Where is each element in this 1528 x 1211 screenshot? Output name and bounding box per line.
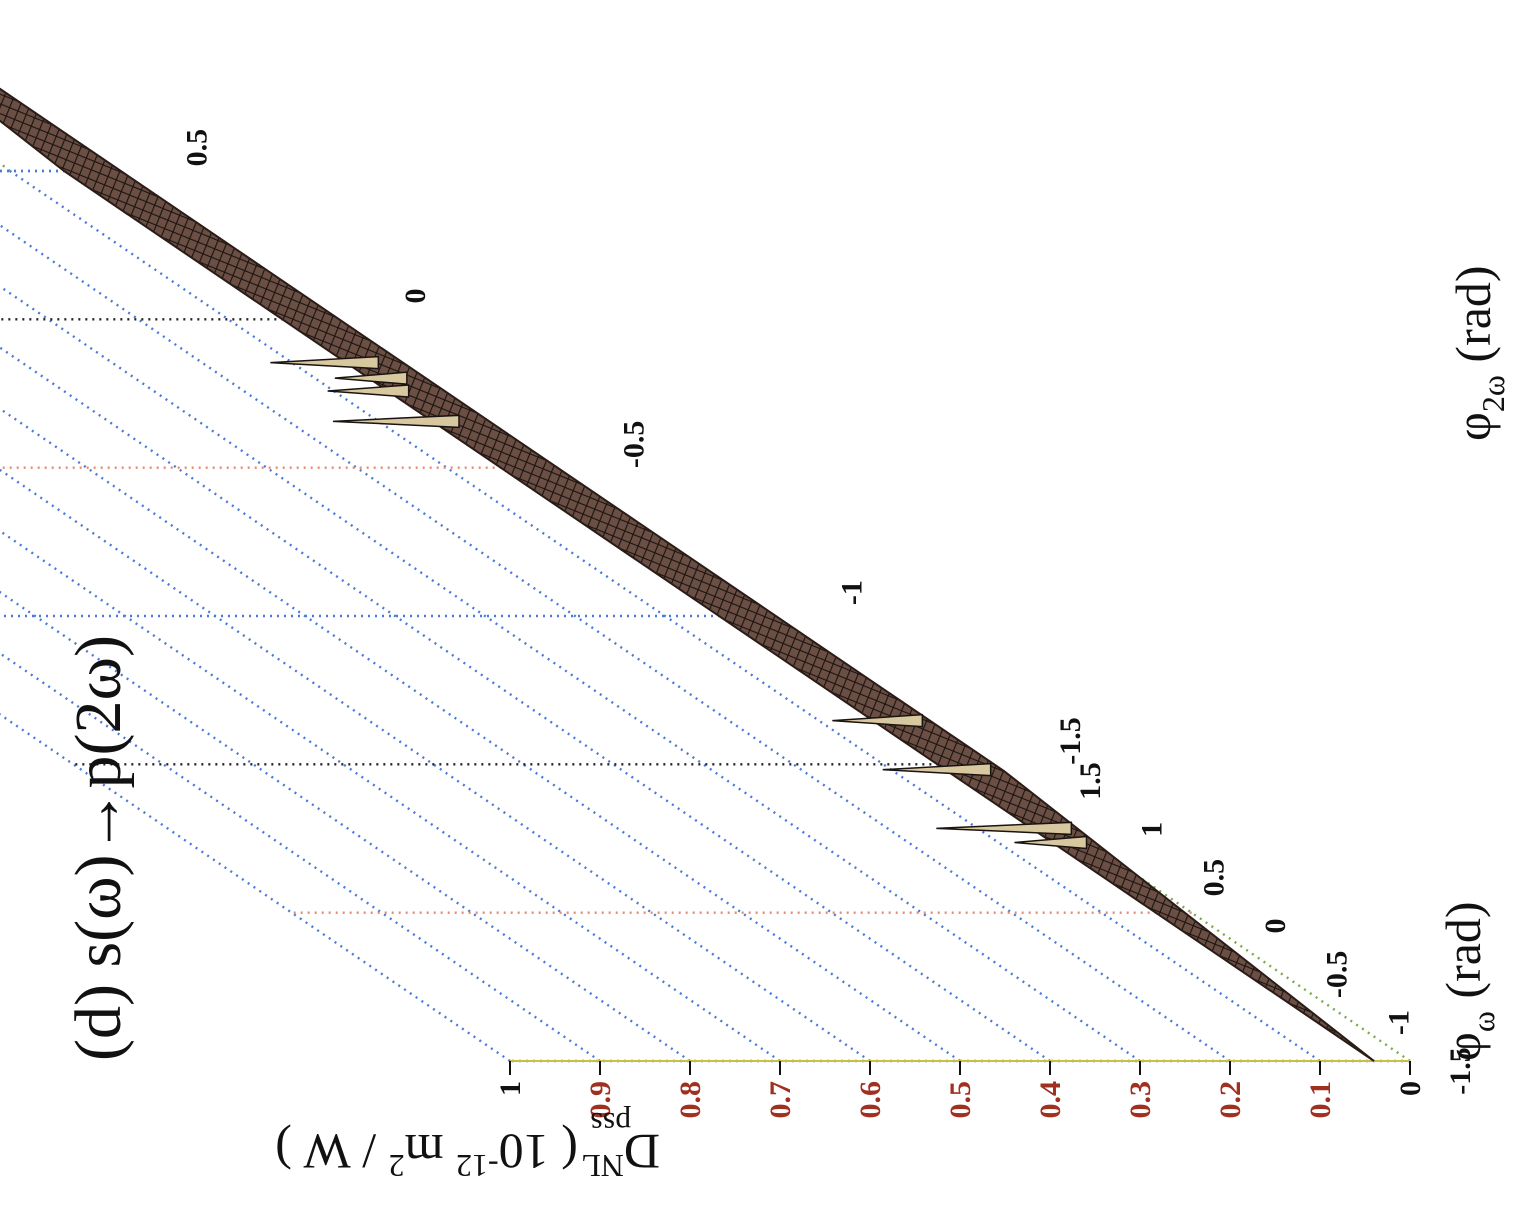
z-axis-label-unit3: / W ) [275, 1124, 388, 1180]
y-tick-label: -1.5 [1054, 717, 1087, 765]
z-tick-label: 0 [1394, 1081, 1427, 1096]
z-axis-label: DNL pss ( 10-12 m2 / W ) [275, 1106, 660, 1184]
grid-walls [0, 0, 1411, 1063]
y-axis-label-unit: (rad) [1445, 265, 1501, 375]
surface-spike [332, 414, 460, 429]
grid-line-z [0, 170, 1141, 1062]
x-axis-label-main: φ [1435, 1032, 1491, 1061]
x-tick-label: 1.5 [1074, 762, 1107, 800]
y-axis-label: φ2ω (rad) [1445, 265, 1511, 441]
grid-line-z [9, 170, 1321, 1062]
y-tick-labels: -1.5-1-0.500.511.5 [181, 129, 1087, 765]
z-tick-label: 0.7 [764, 1081, 797, 1119]
z-axis-label-exp2: 2 [389, 1148, 405, 1184]
x-axis-label: φω (rad) [1435, 901, 1501, 1061]
z-axis-label-unit: ( 10 [499, 1124, 591, 1180]
y-tick-label: -1 [836, 580, 869, 605]
z-axis-label-sup: NL [581, 1148, 624, 1184]
z-tick-label: 0.2 [1214, 1081, 1247, 1119]
chart-title: (d) s(ω)→p(2ω) [62, 635, 135, 1061]
y-axis-label-main: φ [1445, 412, 1501, 441]
x-axis-label-sub: ω [1465, 1011, 1501, 1032]
z-tick-labels: 0 0.1 0.2 0.3 0.4 0.5 0.6 0.7 0.8 0.9 1 [494, 1061, 1427, 1119]
x-axis-label-unit: (rad) [1435, 901, 1491, 1011]
chart-title-text: (d) s(ω)→p(2ω) [62, 635, 135, 1061]
grid-line-z [0, 170, 1051, 1062]
z-axis-label-unit2: m [405, 1124, 457, 1180]
y-axis-label-sub: 2ω [1475, 375, 1511, 412]
z-axis-label-sub: pss [590, 1106, 631, 1142]
x-tick-label: -1.5 [1444, 1047, 1477, 1095]
grid-line-z [0, 170, 1231, 1062]
surface-spike [882, 762, 992, 777]
surface-spike [327, 384, 410, 398]
grid-line-z [0, 170, 691, 1062]
z-tick-label: 0.4 [1034, 1081, 1067, 1119]
rotated-plot: 0 0.1 0.2 0.3 0.4 0.5 0.6 0.7 0.8 0.9 1 -1.5 -1 -0.5… [0, 0, 1511, 1184]
x-tick-label: 0 [1259, 919, 1292, 934]
x-tick-label: 0.5 [1197, 859, 1230, 897]
z-tick-label: 1 [494, 1081, 527, 1096]
z-tick-label: 0.6 [854, 1081, 887, 1119]
z-tick-label: 0.1 [1304, 1081, 1337, 1119]
surface-spike [1014, 835, 1088, 850]
surface-spike [832, 713, 924, 728]
surface-spikes [270, 355, 1088, 850]
z-axis-label-exp: -12 [456, 1148, 499, 1184]
x-tick-label: -1 [1382, 1010, 1415, 1035]
z-tick-label: 0.8 [674, 1081, 707, 1119]
z-tick-label: 0.5 [944, 1081, 977, 1119]
x-tick-labels: -1.5 -1 -0.5 0 0.5 1 1.5 [1074, 762, 1477, 1095]
x-tick-label: -0.5 [1321, 951, 1354, 999]
grid-line-z-right [0, 0, 11, 172]
surface-spike [334, 371, 408, 385]
x-tick-label: 1 [1136, 822, 1169, 837]
y-tick-label: 0.5 [181, 129, 214, 167]
surface-spike [270, 355, 380, 370]
z-tick-label: 0.9 [584, 1081, 617, 1119]
z-axis-label-main: D [624, 1124, 660, 1180]
z-tick-label: 0.3 [1124, 1081, 1157, 1119]
y-tick-label: 0 [399, 289, 432, 304]
y-tick-label: -0.5 [617, 421, 650, 469]
surface-spike [936, 821, 1073, 836]
